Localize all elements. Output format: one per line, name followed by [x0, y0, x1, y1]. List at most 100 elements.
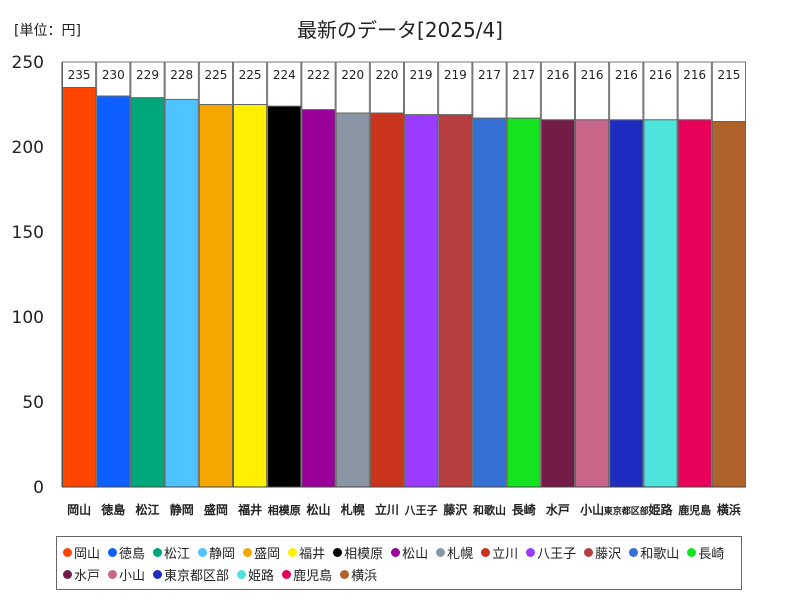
legend-swatch — [584, 547, 594, 557]
legend-label: 徳島 — [119, 546, 146, 562]
bar — [404, 114, 439, 488]
bar — [438, 114, 473, 488]
legend-swatch — [391, 547, 401, 557]
legend-item: 松山 — [391, 541, 428, 563]
bar-value-label: 222 — [307, 68, 330, 82]
unit-label: [単位：円] — [14, 23, 81, 39]
legend-label: 立川 — [492, 546, 519, 562]
legend-label: 和歌山 — [640, 546, 680, 562]
x-tick-label: 鹿児島 — [678, 503, 711, 517]
value-label-box — [62, 61, 97, 88]
bar — [164, 98, 199, 488]
bar — [643, 119, 678, 488]
legend-swatch — [282, 569, 292, 579]
legend-swatch — [288, 547, 298, 557]
bar-value-label: 215 — [717, 68, 740, 82]
legend-label: 横浜 — [351, 568, 378, 584]
legend-swatch — [340, 569, 350, 579]
value-label-box — [301, 61, 336, 110]
legend-swatch — [526, 547, 536, 557]
legend-item: 小山 — [108, 563, 145, 585]
bar-value-label: 225 — [239, 68, 262, 82]
legend-item: 横浜 — [340, 563, 377, 585]
bar — [540, 119, 575, 488]
legend-label: 松山 — [402, 546, 429, 562]
bar — [609, 119, 644, 488]
legend-label: 水戸 — [74, 568, 101, 584]
legend-label: 八王子 — [537, 546, 577, 562]
chart-legend: 岡山 徳島 松江 静岡 盛岡 福井 相模原 松山 札幌 立川 八王子 藤沢 和歌山 長崎 水戸 小山 東京都区部… — [56, 536, 742, 590]
bar-chart: 0 50 100 150 200 250 235 岡山 230 徳島 229 松江 228 静岡 225 盛岡… — [12, 53, 746, 517]
bar — [267, 105, 302, 488]
legend-swatch — [436, 547, 446, 557]
legend-label: 東京都区部 — [164, 568, 230, 584]
x-tick-label: 福井 — [237, 502, 262, 517]
legend-item: 徳島 — [108, 541, 145, 563]
x-tick-label: 相模原 — [268, 503, 301, 517]
bar — [62, 87, 97, 488]
x-tick-label: 松山 — [306, 502, 330, 517]
value-label-box — [506, 61, 541, 119]
legend-swatch — [629, 547, 639, 557]
x-tick-label: 徳島 — [100, 502, 125, 517]
legend-item: 札幌 — [436, 541, 473, 563]
y-tick-label: 150 — [12, 223, 44, 243]
value-label-box — [677, 61, 712, 121]
legend-swatch — [108, 569, 118, 579]
legend-item: 鹿児島 — [282, 563, 332, 585]
x-tick-label: 長崎 — [512, 502, 536, 517]
legend-item: 立川 — [481, 541, 518, 563]
bar-value-label: 224 — [273, 68, 296, 82]
x-tick-label: 横浜 — [717, 502, 741, 517]
bar-value-label: 225 — [204, 68, 227, 82]
value-label-box — [267, 61, 302, 107]
legend-swatch — [153, 547, 163, 557]
legend-swatch — [108, 547, 118, 557]
x-tick-label: 水戸 — [546, 502, 570, 517]
bar — [711, 121, 746, 488]
x-tick-label: 松江 — [135, 502, 159, 517]
legend-swatch — [153, 569, 163, 579]
bar-value-label: 217 — [512, 68, 535, 82]
legend-label: 盛岡 — [254, 546, 281, 562]
value-label-box — [643, 61, 678, 121]
value-label-box — [472, 61, 507, 119]
x-tick-label: 藤沢 — [442, 502, 468, 517]
bar-value-label: 219 — [410, 68, 433, 82]
y-tick-label: 250 — [12, 53, 44, 73]
value-label-box — [540, 61, 575, 121]
bar-value-label: 220 — [375, 68, 398, 82]
legend-swatch — [687, 547, 697, 557]
value-label-box — [96, 61, 131, 97]
x-tick-label: 八王子 — [404, 504, 438, 517]
bar-value-label: 217 — [478, 68, 501, 82]
legend-label: 静岡 — [209, 546, 236, 562]
legend-item: 東京都区部 — [153, 563, 229, 585]
value-label-box — [438, 61, 473, 116]
y-tick-label: 50 — [22, 393, 44, 413]
x-tick-label: 静岡 — [170, 502, 194, 517]
bar-value-label: 216 — [615, 68, 638, 82]
chart-title: 最新のデータ[2025/4] — [297, 18, 503, 42]
bar — [677, 119, 712, 488]
legend-label: 相模原 — [344, 546, 384, 562]
legend-swatch — [198, 547, 208, 557]
legend-label: 福井 — [299, 546, 326, 562]
bar-value-label: 220 — [341, 68, 364, 82]
y-tick-label: 100 — [12, 308, 44, 328]
bar-value-label: 219 — [444, 68, 467, 82]
legend-item: 岡山 — [63, 541, 100, 563]
legend-swatch — [63, 569, 72, 579]
legend-item: 長崎 — [687, 541, 724, 563]
y-tick-label: 0 — [33, 478, 44, 498]
legend-swatch — [63, 547, 72, 557]
bar — [472, 117, 507, 488]
legend-swatch — [481, 547, 491, 557]
value-label-box — [711, 61, 746, 122]
legend-swatch — [243, 547, 253, 557]
legend-item: 姫路 — [237, 563, 274, 585]
legend-item: 松江 — [153, 541, 190, 563]
bar-value-label: 216 — [546, 68, 569, 82]
bar-value-label: 216 — [581, 68, 604, 82]
legend-swatch — [237, 569, 247, 579]
